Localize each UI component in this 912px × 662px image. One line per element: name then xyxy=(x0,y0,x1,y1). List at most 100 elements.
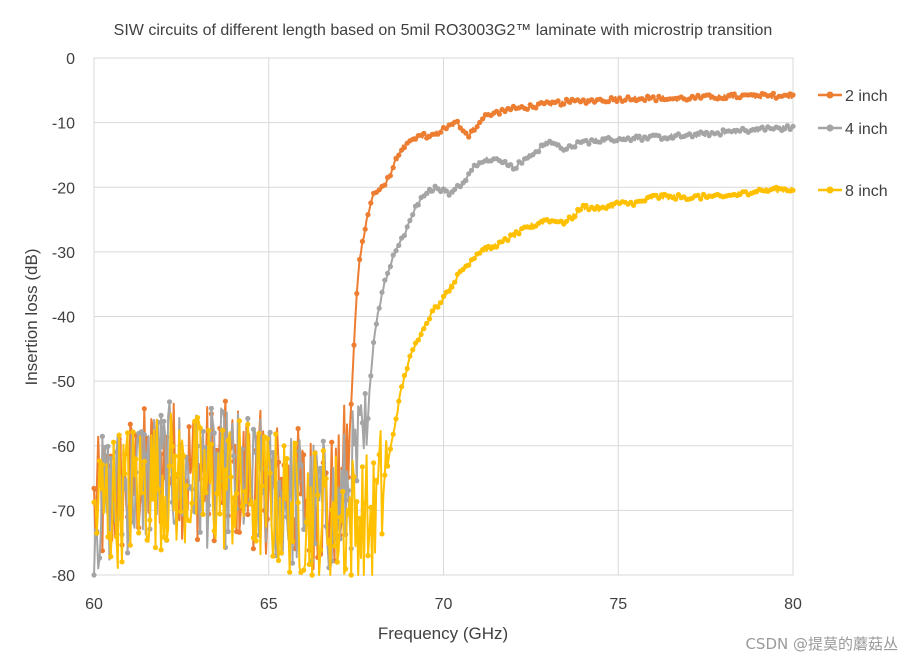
data-point xyxy=(113,449,119,455)
x-tick-label: 60 xyxy=(85,596,103,613)
data-point xyxy=(426,316,433,322)
data-point xyxy=(357,515,363,522)
data-point xyxy=(368,200,374,206)
data-point xyxy=(122,471,128,477)
data-point xyxy=(695,192,701,198)
data-point xyxy=(410,347,416,353)
data-point xyxy=(790,123,796,129)
data-point xyxy=(301,526,307,533)
data-point xyxy=(365,212,371,218)
data-point xyxy=(351,474,357,480)
data-point xyxy=(267,470,273,476)
data-point xyxy=(466,171,472,177)
data-point xyxy=(415,202,421,208)
data-point xyxy=(189,500,195,506)
data-point xyxy=(317,547,324,553)
data-point xyxy=(563,146,570,152)
data-point xyxy=(474,124,480,130)
data-point xyxy=(583,202,589,209)
data-point xyxy=(580,97,586,103)
data-point xyxy=(379,289,385,295)
data-point xyxy=(457,184,463,190)
data-point xyxy=(99,462,105,468)
data-point xyxy=(166,399,173,405)
data-point xyxy=(443,188,449,194)
data-point xyxy=(471,127,477,133)
legend: 2 inch 4 inch 8 inch xyxy=(818,88,888,200)
x-axis-ticks: 60 65 70 75 80 xyxy=(85,596,802,613)
data-point xyxy=(373,321,379,327)
data-point xyxy=(256,430,262,436)
plot-area xyxy=(93,57,794,576)
data-point xyxy=(222,398,228,404)
data-point xyxy=(357,410,363,416)
data-point xyxy=(376,305,382,311)
data-point xyxy=(105,534,111,540)
data-point xyxy=(382,472,388,478)
x-tick-label: 75 xyxy=(609,596,627,613)
data-point xyxy=(147,517,153,523)
data-point xyxy=(365,415,371,422)
data-point xyxy=(116,432,122,438)
data-point xyxy=(477,119,483,125)
data-point xyxy=(197,425,203,431)
data-point xyxy=(561,101,567,107)
data-point xyxy=(264,436,270,442)
data-point xyxy=(141,458,147,465)
data-point xyxy=(231,495,237,501)
data-point xyxy=(359,464,365,470)
data-point xyxy=(275,459,282,465)
data-point xyxy=(502,158,508,165)
data-point xyxy=(583,137,589,144)
data-point xyxy=(385,270,391,276)
data-point xyxy=(97,458,103,464)
x-axis-label: Frequency (GHz) xyxy=(378,624,508,643)
data-point xyxy=(208,441,214,447)
data-point xyxy=(334,559,340,565)
data-point xyxy=(368,504,374,510)
data-point xyxy=(533,105,539,111)
data-point xyxy=(220,409,226,415)
chart-title: SIW circuits of different length based o… xyxy=(114,22,773,39)
data-point xyxy=(401,144,407,151)
data-point xyxy=(208,405,214,411)
data-point xyxy=(127,421,133,427)
data-point xyxy=(401,232,407,239)
data-point xyxy=(496,111,502,117)
data-point xyxy=(421,326,427,332)
data-point xyxy=(396,398,402,404)
data-point xyxy=(463,177,469,184)
data-point xyxy=(348,572,354,578)
data-point xyxy=(323,475,329,482)
data-point xyxy=(605,99,612,105)
data-point xyxy=(572,144,578,150)
data-point xyxy=(113,534,119,540)
data-point xyxy=(415,337,421,343)
data-point xyxy=(555,98,561,104)
legend-label: 8 inch xyxy=(845,183,888,200)
series-layer xyxy=(91,90,796,578)
data-point xyxy=(186,517,192,524)
data-point xyxy=(105,443,111,449)
data-point xyxy=(214,490,220,496)
data-point xyxy=(225,438,231,444)
data-point xyxy=(410,212,416,218)
data-point xyxy=(133,456,139,462)
data-point xyxy=(102,488,108,494)
data-point xyxy=(248,501,254,507)
data-point xyxy=(376,452,382,458)
data-point xyxy=(211,430,217,436)
data-point xyxy=(155,486,161,492)
data-point xyxy=(228,474,234,480)
data-point xyxy=(424,190,430,196)
data-point xyxy=(572,214,578,220)
data-point xyxy=(203,489,209,496)
data-point xyxy=(379,531,385,537)
data-point xyxy=(217,511,223,517)
data-point xyxy=(382,182,388,188)
data-point xyxy=(161,418,167,424)
data-point xyxy=(790,187,796,193)
data-point xyxy=(348,401,354,407)
data-point xyxy=(125,430,131,436)
data-point xyxy=(150,496,156,502)
